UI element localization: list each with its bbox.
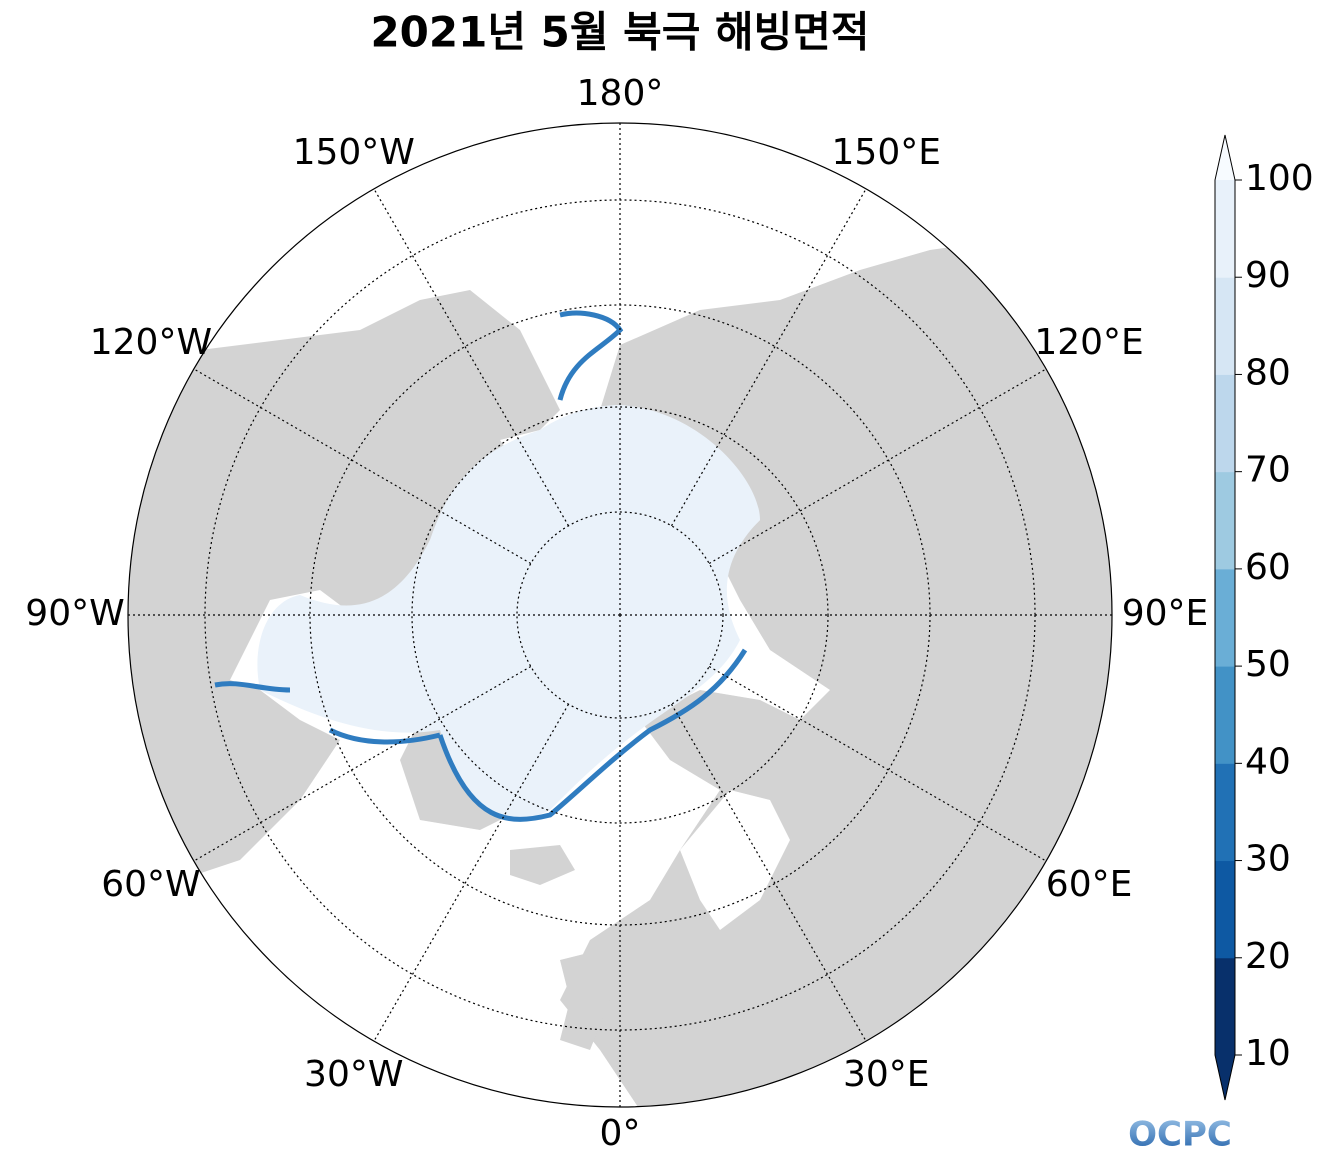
land-scandinavia [680,790,790,930]
colorbar: 10 20 30 40 50 60 70 80 90 100 [1214,134,1314,1101]
longitude-label: 120°W [90,322,212,363]
colorbar-tick-label: 80 [1245,352,1291,393]
longitude-label: 150°E [832,132,941,173]
colorbar-tick-label: 60 [1245,547,1291,588]
colorbar-tick-label: 50 [1245,644,1291,685]
meridians [128,123,1112,1107]
longitude-labels: 0° 30°E 60°E 90°E 120°E 150°E 180° 150°W 120°W 90… [25,73,1208,1154]
colorbar-tick-label: 40 [1245,741,1291,782]
sea-ice [257,405,760,819]
latitude-circle [411,406,829,824]
longitude-label: 180° [577,73,664,114]
colorbar-band [1215,957,1235,1056]
land-north-america [128,290,560,900]
colorbar-band [1215,471,1235,570]
colorbar-tick-label: 100 [1245,158,1314,199]
colorbar-band [1215,180,1235,278]
longitude-label: 0° [600,1113,641,1154]
colorbar-band [1215,666,1235,764]
longitude-label: 90°E [1122,593,1209,634]
colorbar-extend-under [1215,1055,1235,1100]
longitude-label: 60°W [101,864,200,905]
title: 2021년 5월 북극 해빙면적 [370,8,869,57]
colorbar-tick-label: 10 [1245,1033,1291,1074]
ice-edge [214,310,748,822]
colorbar-tick-label: 30 [1245,839,1291,880]
longitude-label: 60°E [1046,864,1133,905]
map-boundary [127,122,1113,1108]
colorbar-band [1215,568,1235,667]
colorbar-band [1215,277,1235,375]
longitude-label: 120°E [1034,322,1143,363]
longitude-label: 30°E [843,1054,930,1095]
colorbar-band [1215,374,1235,473]
land-uk [560,950,610,1050]
land-iceland [510,845,575,885]
colorbar-tick-label: 20 [1245,936,1291,977]
latitude-circle [516,511,724,719]
map-disk [128,123,1112,1107]
longitude-label: 90°W [25,593,124,634]
colorbar-extend-over [1215,135,1235,180]
logo: OCPC [1128,1115,1232,1155]
longitude-label: 30°W [304,1054,403,1095]
longitude-label: 150°W [293,132,415,173]
colorbar-band [1215,763,1235,862]
colorbar-tick-label: 70 [1245,450,1291,491]
colorbar-tick-label: 90 [1245,255,1291,296]
colorbar-band [1215,860,1235,959]
